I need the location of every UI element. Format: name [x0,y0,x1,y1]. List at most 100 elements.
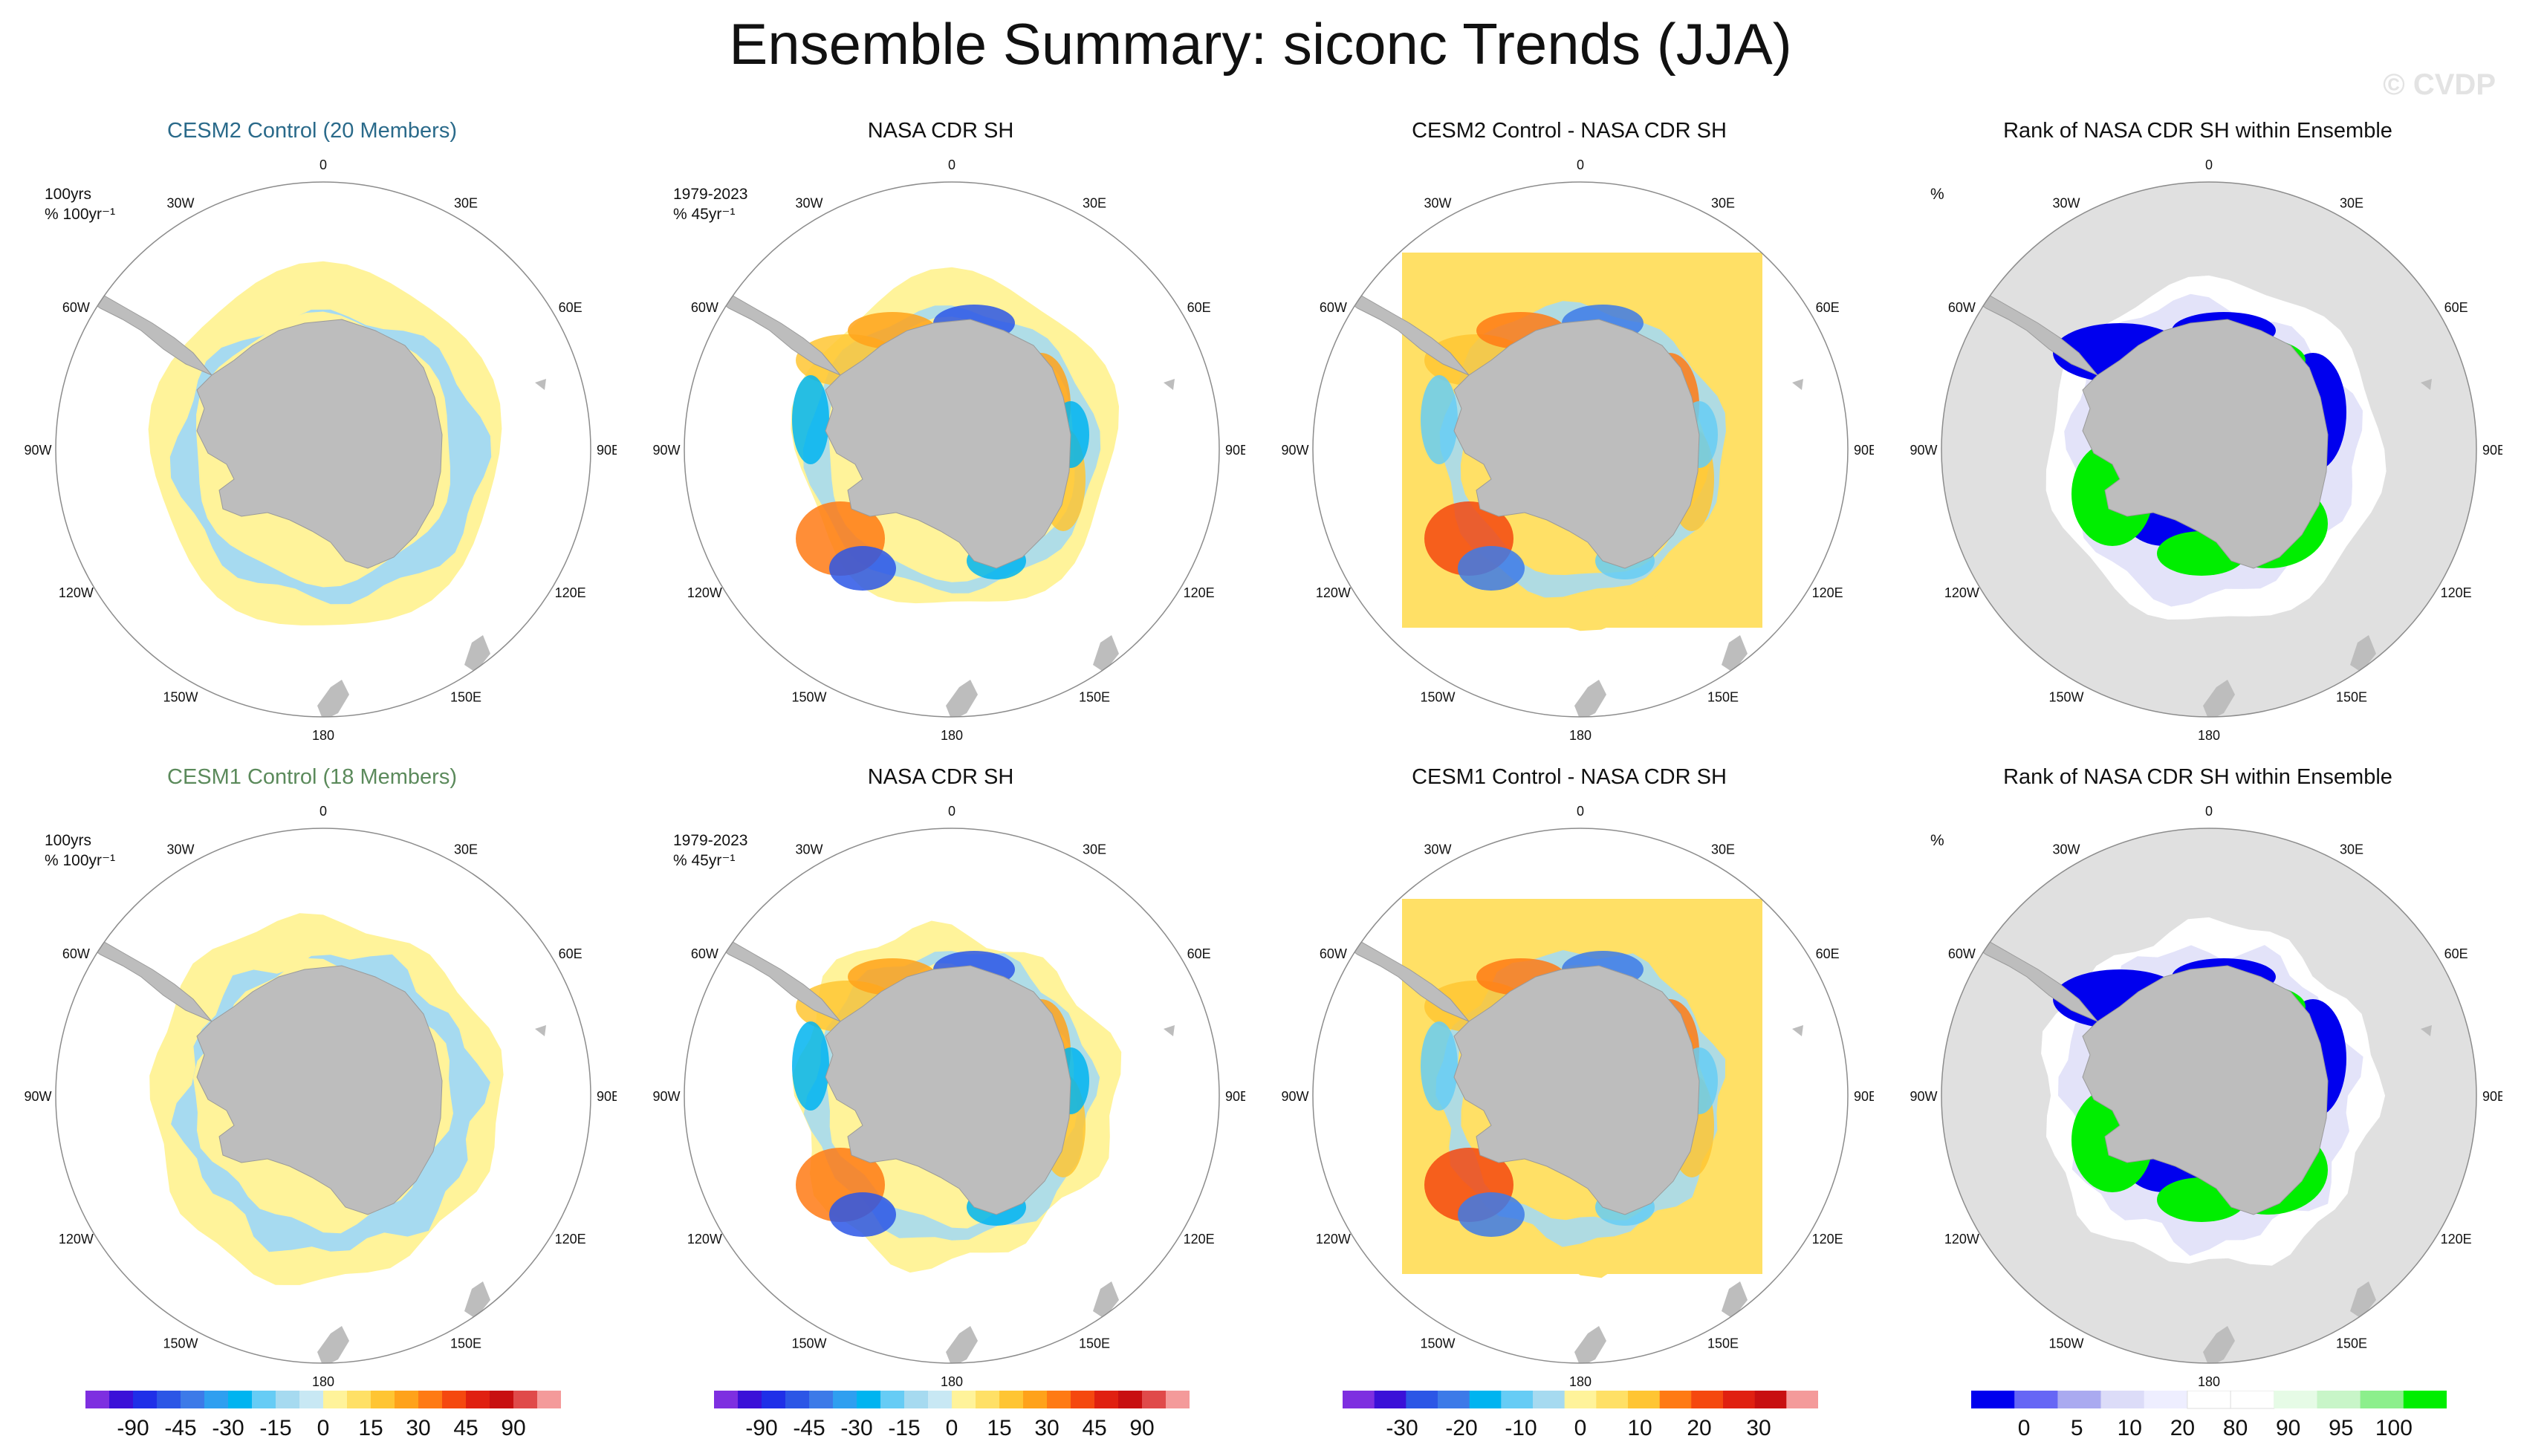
map-boundary [1312,828,1849,1364]
lon-label: 90E [1854,1089,1874,1104]
colorbar-swatch [1071,1391,1095,1408]
lon-label: 120W [1316,1232,1351,1247]
antarctica-landmass [1453,319,1700,569]
colorbar-swatch [1501,1391,1534,1408]
lon-label: 150W [2048,1336,2083,1351]
negative-trend-patch [1421,1021,1458,1111]
lon-label: 30E [2340,195,2363,210]
lon-label: 30E [2340,842,2363,857]
trend-colorbar-1: -90 -45 -30 -15 0 15 30 45 90 [85,1391,562,1454]
antarctica-landmass [1453,965,1700,1215]
map-boundary [1941,181,2477,718]
colorbar-swatch [928,1391,953,1408]
tasmania-landmass [1093,635,1119,672]
lon-label: 150E [2336,1336,2367,1351]
colorbar-swatch [1533,1391,1566,1408]
lon-label: 30W [2052,195,2080,210]
map-boundary [1312,181,1849,718]
colorbar-swatch [1971,1391,2015,1408]
lon-label: 180 [941,1374,963,1389]
map-panel-5: 0 30E 60E 90E 120E 150E 180 150W 120W 90W 60W 30W CE… [7,765,617,1411]
lon-label: 90E [597,443,617,458]
panel-info: % [1930,184,1944,204]
colorbar-tick-label: 30 [1034,1416,1059,1440]
colorbar-tick-label: 10 [2118,1416,2142,1440]
info-line-2: % 45yr⁻¹ [673,852,736,869]
info-line-1: % [1930,186,1944,203]
lon-label: 30W [166,842,194,857]
lon-label: 90W [24,1089,51,1104]
south-america-landmass [81,289,212,376]
colorbar-swatch [2144,1391,2188,1408]
polar-map-1: 0 30E 60E 90E 120E 150E 180 150W 120W 90W 60W 30W [24,157,617,743]
new-zealand-landmass [946,1326,978,1363]
colorbar-tick-label: 45 [453,1416,478,1440]
negative-trend-patch [1458,1192,1525,1237]
lon-label: 90W [1281,443,1308,458]
new-zealand-landmass [1574,680,1606,717]
colorbar-swatch [762,1391,786,1408]
colorbar-swatch [904,1391,929,1408]
map-panel-7: 0 30E 60E 90E 120E 150E 180 150W 120W 90W 60W 30W CE… [1265,765,1874,1411]
colorbar-tick-label: -45 [793,1416,825,1440]
colorbar-swatch [228,1391,253,1408]
polar-map-2: 0 30E 60E 90E 120E 150E 180 150W 120W 90W 60W 30W [652,157,1245,743]
colorbar-swatch [1166,1391,1190,1408]
lon-label: 90E [1225,1089,1245,1104]
panel-title: CESM1 Control (18 Members) [167,765,457,789]
lon-label: 150E [450,690,481,705]
colorbar-swatch [1047,1391,1071,1408]
colorbar-tick-label: 95 [2329,1416,2353,1440]
colorbar-swatch [181,1391,205,1408]
lon-label: 150W [163,1336,198,1351]
colorbar-swatch [133,1391,158,1408]
colorbar-swatch [466,1391,490,1408]
lon-label: 0 [948,804,955,819]
polar-map-3: 0 30E 60E 90E 120E 150E 180 150W 120W 90W 60W 30W [1281,157,1874,743]
lon-label: 30W [166,195,194,210]
colorbar-swatch [2317,1391,2361,1408]
colorbar-swatch [1754,1391,1787,1408]
lon-label: 120E [555,585,586,600]
lon-label: 60W [62,300,90,315]
colorbar-swatch [513,1391,538,1408]
panel-info: % [1930,831,1944,851]
lon-label: 30W [2052,842,2080,857]
colorbar-tick-label: 100 [2375,1416,2413,1440]
info-line-2: % 45yr⁻¹ [673,206,736,223]
lon-label: 150W [791,1336,826,1351]
lon-label: 120W [1944,1232,1979,1247]
colorbar-tick-label: 30 [406,1416,430,1440]
colorbar-tick-label: -10 [1505,1416,1537,1440]
panel-title: CESM1 Control - NASA CDR SH [1412,765,1727,789]
lon-label: 120E [2441,1232,2472,1247]
lon-label: 90W [24,443,51,458]
info-line-1: % [1930,832,1944,849]
map-panel-6: 0 30E 60E 90E 120E 150E 180 150W 120W 90W 60W 30W NA… [636,765,1245,1411]
lon-label: 60E [559,946,583,961]
watermark: © CVDP [2383,68,2496,101]
kerguelen-island [1792,1025,1803,1036]
map-panel-3: 0 30E 60E 90E 120E 150E 180 150W 120W 90W 60W 30W CE… [1265,119,1874,765]
colorbar-tick-label: -30 [1386,1416,1418,1440]
antarctica-landmass [825,319,1071,569]
negative-trend-patch [1421,375,1458,464]
lon-label: 90W [652,1089,680,1104]
map-panel-4: 0 30E 60E 90E 120E 150E 180 150W 120W 90W 60W 30W Ra… [1893,119,2502,765]
colorbar-tick-label: -15 [888,1416,920,1440]
lon-label: 150E [1707,690,1739,705]
info-line-2: % 100yr⁻¹ [45,852,116,869]
lon-label: 90E [1854,443,1874,458]
rank-colorbar: 0 5 10 20 80 90 95 100 [1971,1390,2447,1454]
panel-info: 100yrs % 100yr⁻¹ [45,831,115,871]
panel-title: NASA CDR SH [867,765,1014,789]
lon-label: 180 [1569,728,1592,743]
lon-label: 60E [2444,300,2468,315]
panel-title: Rank of NASA CDR SH within Ensemble [2003,765,2392,789]
lon-label: 60E [1187,300,1211,315]
colorbar-swatch [952,1391,976,1408]
colorbar-swatch [1659,1391,1692,1408]
lon-label: 30E [1083,195,1106,210]
lon-label: 30W [795,195,823,210]
lon-label: 150W [1420,1336,1455,1351]
